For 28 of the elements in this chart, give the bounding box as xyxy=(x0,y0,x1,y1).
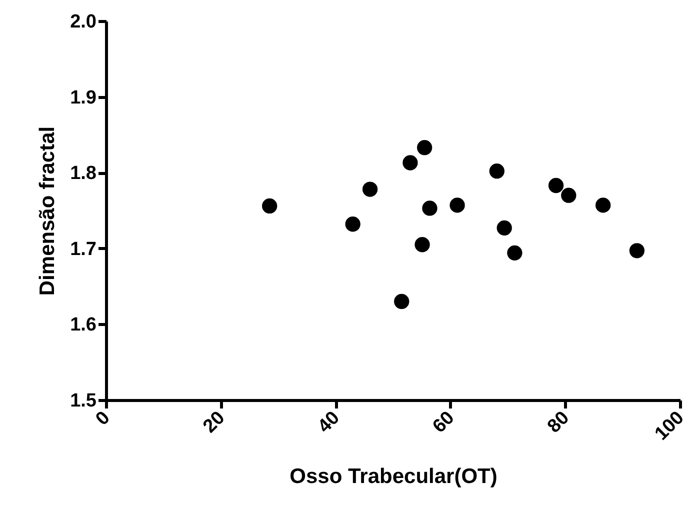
point xyxy=(416,140,432,156)
point xyxy=(629,243,645,258)
x-tick-label: 40 xyxy=(314,407,344,438)
point xyxy=(450,198,465,213)
point xyxy=(414,237,430,252)
x-tick-label: 20 xyxy=(199,407,230,438)
point xyxy=(262,198,278,214)
point xyxy=(402,155,418,170)
point xyxy=(345,216,360,232)
y-tick-label: 2.0 xyxy=(70,12,96,32)
point xyxy=(489,164,504,179)
point xyxy=(394,294,410,310)
y-tick-label: 1.6 xyxy=(70,314,96,336)
point xyxy=(362,182,378,197)
point xyxy=(596,198,611,213)
x-axis-title: Osso Trabecular(OT) xyxy=(290,464,498,488)
point xyxy=(561,188,576,203)
y-tick-label: 1.8 xyxy=(70,163,96,184)
x-tick-label: 100 xyxy=(651,407,684,445)
point xyxy=(507,245,522,261)
x-tick-label: 60 xyxy=(428,407,459,438)
point xyxy=(496,220,512,236)
y-tick-label: 1.7 xyxy=(70,238,96,260)
point xyxy=(548,178,564,194)
x-tick-label: 80 xyxy=(544,407,574,438)
y-axis-title: Dimensão fractal xyxy=(36,126,60,296)
point xyxy=(422,200,438,216)
y-tick-label: 1.9 xyxy=(70,87,96,108)
